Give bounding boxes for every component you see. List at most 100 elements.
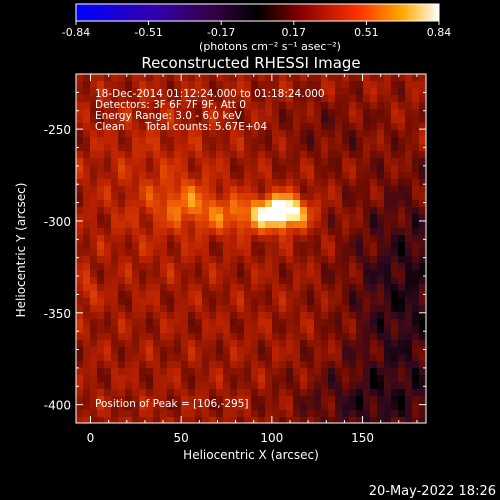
heatmap-cell [202, 284, 210, 292]
heatmap-cell [181, 403, 189, 411]
heatmap-cell [97, 200, 105, 208]
heatmap-cell [286, 200, 294, 208]
heatmap-cell [314, 382, 322, 390]
heatmap-cell [412, 123, 420, 131]
heatmap-cell [132, 326, 140, 334]
heatmap-cell [272, 291, 280, 299]
heatmap-cell [223, 137, 231, 145]
heatmap-cell [139, 291, 147, 299]
heatmap-cell [118, 158, 126, 166]
heatmap-cell [377, 319, 385, 327]
heatmap-cell [328, 249, 336, 257]
heatmap-cell [118, 256, 126, 264]
heatmap-cell [335, 312, 343, 320]
heatmap-cell [216, 214, 224, 222]
heatmap-cell [342, 291, 350, 299]
heatmap-cell [391, 172, 399, 180]
heatmap-cell [104, 207, 112, 215]
heatmap-cell [279, 74, 287, 82]
heatmap-cell [363, 186, 371, 194]
heatmap-cell [139, 382, 147, 390]
heatmap-cell [370, 102, 378, 110]
heatmap-cell [202, 81, 210, 89]
heatmap-cell [328, 207, 336, 215]
heatmap-cell [370, 340, 378, 348]
heatmap-cell [391, 417, 399, 423]
heatmap-cell [328, 88, 336, 96]
heatmap-cell [356, 291, 364, 299]
heatmap-cell [384, 130, 392, 138]
heatmap-cell [279, 270, 287, 278]
heatmap-cell [300, 172, 308, 180]
heatmap-cell [223, 277, 231, 285]
heatmap-cell [97, 151, 105, 159]
heatmap-cell [391, 144, 399, 152]
heatmap-cell [391, 249, 399, 257]
heatmap-cell [139, 123, 147, 131]
heatmap-cell [174, 319, 182, 327]
heatmap-cell [391, 326, 399, 334]
heatmap-cell [377, 172, 385, 180]
heatmap-cell [76, 109, 84, 117]
heatmap-cell [174, 326, 182, 334]
heatmap-cell [174, 382, 182, 390]
heatmap-cell [230, 81, 238, 89]
heatmap-cell [335, 102, 343, 110]
heatmap-cell [377, 88, 385, 96]
heatmap-cell [307, 242, 315, 250]
heatmap-cell [153, 284, 161, 292]
heatmap-cell [216, 109, 224, 117]
heatmap-cell [272, 375, 280, 383]
heatmap-cell [342, 347, 350, 355]
heatmap-cell [300, 347, 308, 355]
heatmap-cell [363, 396, 371, 404]
heatmap-cell [370, 228, 378, 236]
heatmap-cell [132, 305, 140, 313]
heatmap-cell [188, 200, 196, 208]
heatmap-cell [209, 410, 217, 418]
heatmap-cell [195, 396, 203, 404]
heatmap-cell [132, 291, 140, 299]
heatmap-cell [251, 319, 259, 327]
heatmap-cell [370, 326, 378, 334]
heatmap-cell [398, 200, 406, 208]
heatmap-cell [244, 151, 252, 159]
heatmap-cell [160, 354, 168, 362]
heatmap-cell [237, 81, 245, 89]
heatmap-cell [83, 333, 91, 341]
heatmap-cell [300, 137, 308, 145]
heatmap-cell [139, 277, 147, 285]
heatmap-cell [181, 228, 189, 236]
heatmap-cell [174, 74, 182, 82]
heatmap-cell [377, 95, 385, 103]
heatmap-cell [272, 165, 280, 173]
heatmap-cell [111, 361, 119, 369]
heatmap-cell [405, 186, 413, 194]
heatmap-cell [286, 221, 294, 229]
heatmap-cell [209, 291, 217, 299]
heatmap-cell [125, 186, 133, 194]
heatmap-cell [167, 158, 175, 166]
heatmap-cell [377, 368, 385, 376]
heatmap-cell [237, 277, 245, 285]
heatmap-cell [118, 417, 126, 423]
heatmap-cell [118, 235, 126, 243]
heatmap-cell [328, 151, 336, 159]
heatmap-cell [356, 151, 364, 159]
heatmap-cell [300, 235, 308, 243]
heatmap-cell [370, 200, 378, 208]
heatmap-cell [265, 186, 273, 194]
heatmap-cell [202, 130, 210, 138]
heatmap-cell [195, 340, 203, 348]
heatmap-cell [174, 361, 182, 369]
heatmap-cell [97, 193, 105, 201]
heatmap-cell [370, 277, 378, 285]
heatmap-cell [76, 158, 84, 166]
heatmap-cell [412, 410, 420, 418]
heatmap-cell [349, 123, 357, 131]
heatmap-cell [160, 417, 168, 423]
heatmap-cell [363, 312, 371, 320]
heatmap-cell [349, 403, 357, 411]
heatmap-cell [118, 382, 126, 390]
